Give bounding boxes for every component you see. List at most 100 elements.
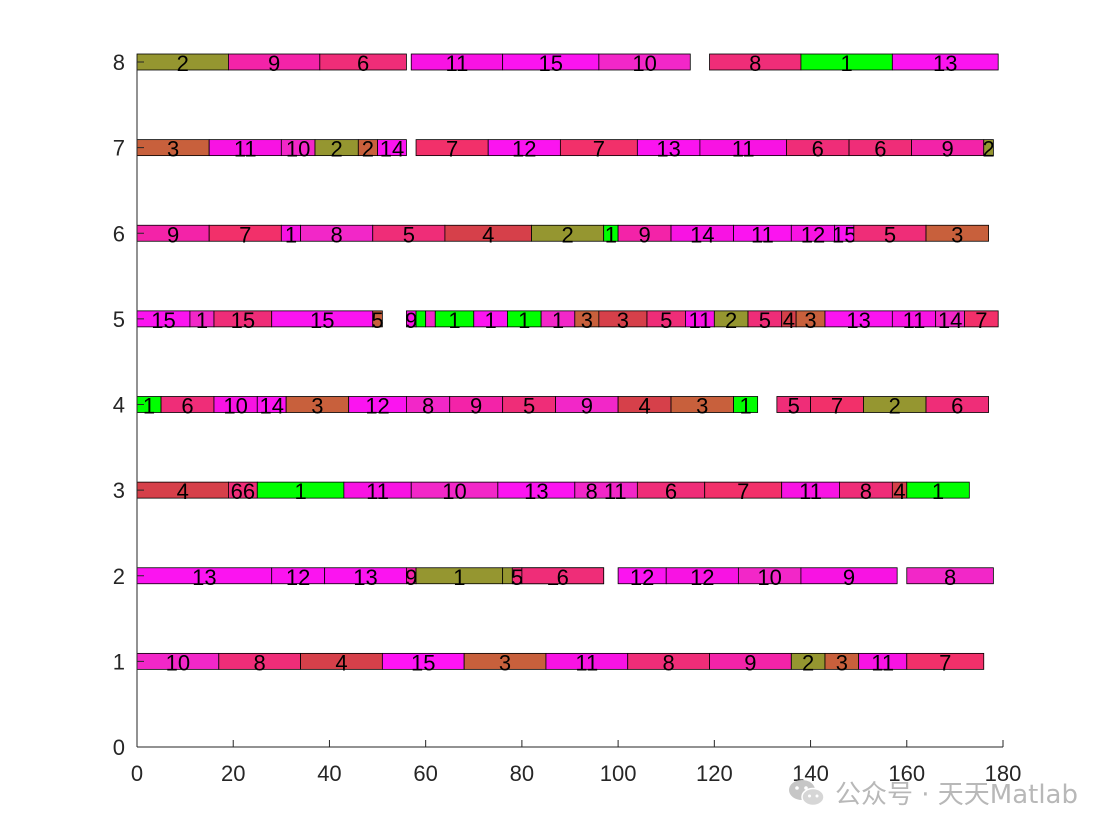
- task-bar: [906, 567, 994, 585]
- task-label: 6: [812, 137, 824, 162]
- machine-row-1: 10 8 4 15 3 11 8 9 2 3 11 7: [136, 650, 985, 675]
- task-label: 9: [470, 394, 482, 419]
- task-label: 10: [757, 565, 781, 590]
- task-label: 5: [523, 394, 535, 419]
- task-label: 14: [938, 308, 962, 333]
- task-label: 1: [196, 308, 208, 333]
- task-label: 14: [380, 137, 404, 162]
- task-label: 13: [846, 308, 870, 333]
- task-label: 2: [889, 394, 901, 419]
- y-tick-label: 4: [113, 393, 125, 418]
- task-label: 8: [254, 650, 266, 675]
- wechat-icon: [788, 779, 825, 806]
- y-tick-label: 8: [113, 50, 125, 75]
- task-label: 11: [446, 51, 469, 76]
- task-label: 1: [448, 308, 460, 333]
- task-label: 15: [411, 650, 435, 675]
- machine-row-4: 1 6 10 14 3 12 8 9 5 9 4 3 1 5 7 2 6: [136, 394, 989, 419]
- x-tick-label: 40: [317, 761, 341, 786]
- task-bar: [733, 396, 759, 413]
- task-label: 5: [759, 308, 771, 333]
- task-label: 3: [311, 394, 323, 419]
- task-label: 2: [362, 137, 374, 162]
- watermark-text: 公众号 · 天天Matlab: [834, 780, 1078, 810]
- task-bar: [964, 310, 999, 328]
- task-label: 12: [801, 222, 825, 247]
- task-label: 8: [944, 565, 956, 590]
- task-label: 9: [581, 394, 593, 419]
- task-bar: [319, 53, 407, 71]
- task-label: 12: [512, 137, 536, 162]
- task-label: 11: [751, 222, 774, 247]
- task-label: 2: [177, 51, 189, 76]
- task-label: 11: [575, 650, 598, 675]
- task-label: 11: [234, 137, 257, 162]
- task-label: 6: [557, 565, 569, 590]
- task-label: 3: [836, 650, 848, 675]
- task-label: 10: [166, 650, 190, 675]
- task-label: 11: [366, 479, 389, 504]
- x-tick-label: 160: [888, 761, 925, 786]
- task-label: 14: [690, 222, 714, 247]
- watermark: 公众号 · 天天Matlab: [787, 774, 1078, 811]
- task-label: 10: [632, 51, 656, 76]
- x-tick-label: 120: [696, 761, 733, 786]
- task-label: 4: [177, 479, 189, 504]
- task-label: 9: [744, 650, 756, 675]
- task-label: 7: [737, 479, 749, 504]
- task-label: 1: [605, 222, 617, 247]
- task-label: 15: [832, 222, 856, 247]
- task-label: 7: [831, 394, 843, 419]
- task-label: 11: [799, 479, 822, 504]
- task-label: 4: [482, 222, 494, 247]
- task-bar: [925, 396, 989, 413]
- task-label: 5: [884, 222, 896, 247]
- y-tick-label: 2: [113, 564, 125, 589]
- task-label: 7: [446, 137, 458, 162]
- task-label: 13: [933, 51, 957, 76]
- x-tick-label: 80: [510, 761, 534, 786]
- task-label: 8: [331, 222, 343, 247]
- task-label: 6: [181, 394, 193, 419]
- y-tick-label: 7: [113, 136, 125, 161]
- task-label: 4: [893, 479, 905, 504]
- task-label: 15: [539, 51, 563, 76]
- machine-row-2: 1312139125612121098: [136, 565, 994, 590]
- task-bar: [925, 224, 989, 242]
- task-label: 14: [259, 394, 283, 419]
- x-tick-label: 0: [131, 761, 143, 786]
- task-label: 1: [285, 222, 297, 247]
- machine-row-8: 2 9 6 11 15 10 8 1 13: [136, 51, 999, 76]
- task-label: 1: [518, 308, 530, 333]
- task-label: 3: [167, 137, 179, 162]
- task-label: 1: [484, 308, 496, 333]
- task-label: 11: [903, 308, 926, 333]
- task-label: 5: [403, 222, 415, 247]
- task-label: 8: [749, 51, 761, 76]
- task-label: 13: [192, 565, 216, 590]
- task-label: 9: [167, 222, 179, 247]
- task-label: 4: [783, 308, 795, 333]
- task-label: 7: [239, 222, 251, 247]
- y-tick-label: 1: [113, 649, 125, 674]
- machine-row-3: 4 66 1 11 10 13 8 11 6 7 11 8 4 1: [136, 479, 970, 504]
- task-label: 5: [660, 308, 672, 333]
- task-bar: [521, 567, 605, 585]
- task-label: 1: [294, 479, 306, 504]
- task-label: 3: [581, 308, 593, 333]
- task-label: 2: [982, 137, 994, 162]
- task-bar: [598, 53, 691, 71]
- task-label: 5: [511, 565, 523, 590]
- task-label: 12: [286, 565, 310, 590]
- task-label: 6: [665, 479, 677, 504]
- task-label: 12: [365, 394, 389, 419]
- task-label: 6: [951, 394, 963, 419]
- task-label: 3: [804, 308, 816, 333]
- task-label: 10: [223, 394, 247, 419]
- task-label: 13: [656, 137, 680, 162]
- y-tick-label: 0: [113, 735, 125, 760]
- task-label: 3: [696, 394, 708, 419]
- task-label: 8: [422, 394, 434, 419]
- task-bar: [377, 139, 407, 157]
- x-tick-label: 60: [413, 761, 437, 786]
